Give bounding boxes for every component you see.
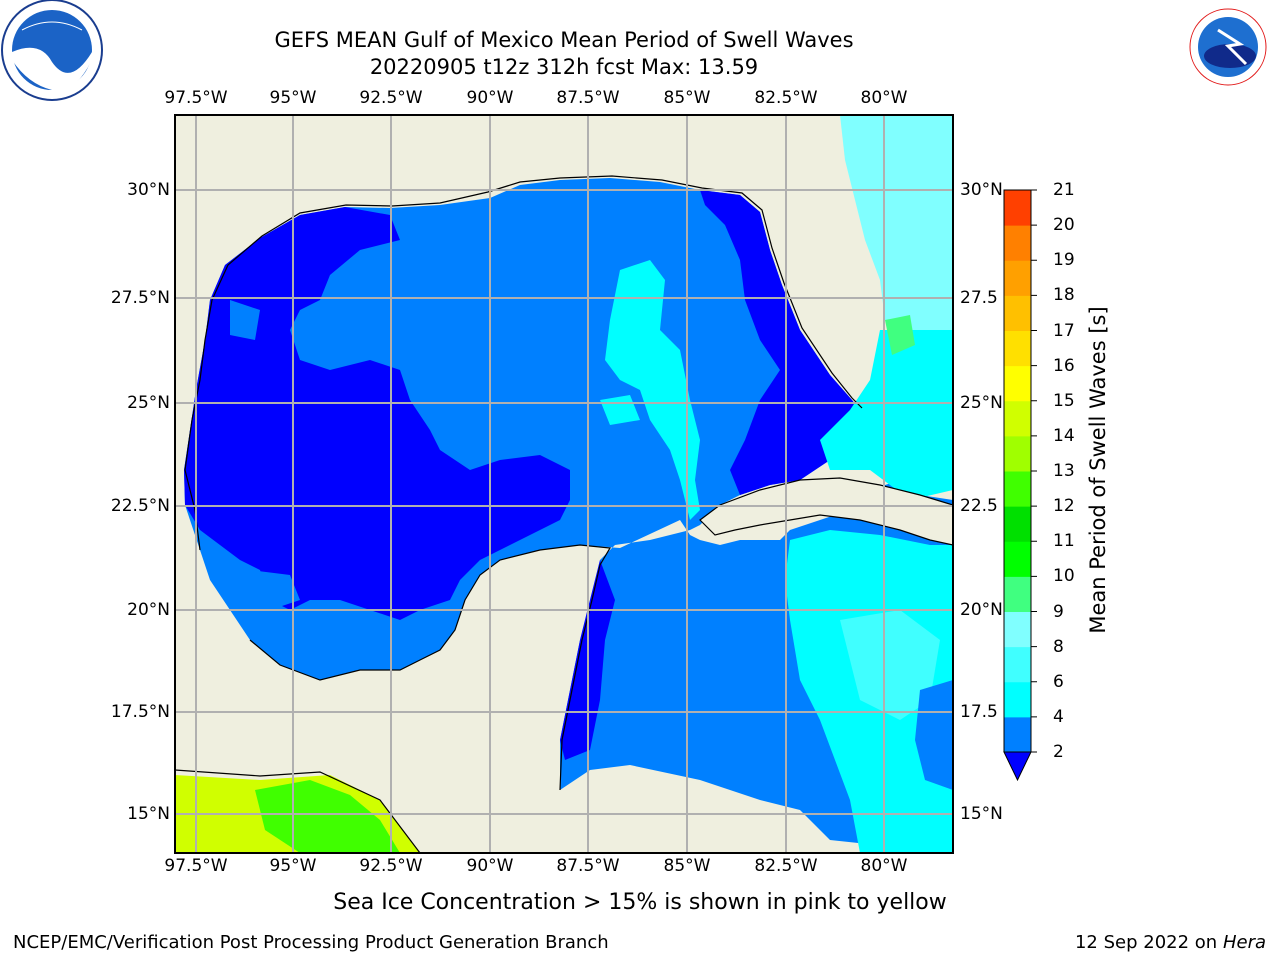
lon-label-bottom: 97.5°W	[164, 856, 228, 876]
colorbar-segment	[1004, 330, 1031, 367]
lon-label-bottom: 90°W	[466, 856, 514, 876]
figure-title: GEFS MEAN Gulf of Mexico Mean Period of …	[274, 28, 854, 52]
cuba	[699, 477, 953, 546]
lat-label-left: 30°N	[127, 180, 170, 200]
lon-label-top: 85°W	[663, 88, 711, 108]
atlantic-cyan-2	[820, 330, 953, 500]
colorbar	[1003, 189, 1037, 782]
lon-label-top: 82.5°W	[754, 88, 818, 108]
gulf-ocean	[184, 178, 953, 853]
colorbar-segment	[1004, 506, 1031, 542]
lat-label-right: 22.5	[960, 496, 998, 516]
lon-label-bottom: 82.5°W	[754, 856, 818, 876]
footer-machine: Hera	[1222, 932, 1266, 953]
lat-label-left: 27.5°N	[110, 288, 170, 308]
colorbar-segment	[1004, 611, 1031, 648]
colorbar-segment	[1004, 190, 1031, 226]
west-patch-2	[230, 300, 260, 340]
colorbar-segment	[1004, 716, 1031, 753]
lon-label-bottom: 95°W	[269, 856, 317, 876]
colorbar-segment	[1004, 225, 1031, 261]
colorbar-tick-label: 9	[1053, 601, 1064, 622]
footer-credit: NCEP/EMC/Verification Post Processing Pr…	[13, 932, 609, 953]
lon-label-bottom: 80°W	[860, 856, 908, 876]
nws-logo	[1181, 0, 1275, 94]
figure-subtitle: 20220905 t12z 312h fcst Max: 13.59	[369, 55, 759, 79]
colorbar-tick-label: 18	[1053, 285, 1075, 306]
lon-label-bottom: 87.5°W	[556, 856, 620, 876]
lon-label-top: 97.5°W	[164, 88, 228, 108]
colorbar-tick-label: 17	[1053, 320, 1075, 341]
loop-current-cyan	[605, 260, 700, 520]
lat-label-left: 15°N	[127, 804, 170, 824]
colorbar-segment	[1004, 400, 1031, 437]
lon-label-top: 80°W	[860, 88, 908, 108]
colorbar-segment	[1004, 435, 1031, 472]
ne-dark-blue	[700, 190, 860, 495]
footer-date-text: 12 Sep 2022 on	[1074, 932, 1218, 953]
colorbar-segment	[1004, 260, 1031, 296]
lon-label-top: 95°W	[269, 88, 317, 108]
map-frame	[174, 114, 954, 854]
lat-label-right: 15°N	[960, 804, 1003, 824]
west-patch	[250, 570, 300, 610]
colorbar-tick-label: 14	[1053, 425, 1075, 446]
footer-date: 12 Sep 2022 on Hera	[1075, 932, 1266, 953]
gridlines	[175, 115, 953, 853]
colorbar-tick-label: 19	[1053, 250, 1075, 271]
lat-label-left: 20°N	[127, 600, 170, 620]
colorbar-segment	[1004, 541, 1031, 577]
central-america-coastline	[175, 769, 421, 853]
lat-label-right: 27.5	[960, 288, 998, 308]
colorbar-tick-label: 20	[1053, 215, 1075, 236]
atlantic-cyan	[840, 115, 953, 380]
colorbar-tick-label: 6	[1053, 671, 1064, 692]
lat-label-right: 25°N	[960, 393, 1003, 413]
colorbar-tick-label: 15	[1053, 390, 1075, 411]
green-patch	[885, 315, 915, 355]
lon-label-bottom: 92.5°W	[359, 856, 423, 876]
map-area	[175, 115, 953, 853]
noaa-logo	[1, 0, 103, 101]
western-dark-blue	[184, 207, 570, 620]
colorbar-tick-label: 13	[1053, 461, 1075, 481]
lat-label-right: 20°N	[960, 600, 1003, 620]
lat-label-right: 30°N	[960, 180, 1003, 200]
gulf-coastline	[184, 175, 863, 551]
lon-label-top: 87.5°W	[556, 88, 620, 108]
colorbar-tick-label: 12	[1053, 496, 1075, 517]
lon-label-bottom: 85°W	[663, 856, 711, 876]
colorbar-tick-label: 16	[1053, 355, 1075, 376]
colorbar-tick-label: 2	[1053, 742, 1064, 762]
colorbar-under-arrow	[1003, 751, 1032, 782]
colorbar-tick-label: 4	[1053, 706, 1064, 727]
caribbean-blue	[915, 680, 953, 790]
pacific-green	[255, 780, 400, 853]
sea-ice-note: Sea Ice Concentration > 15% is shown in …	[333, 890, 947, 915]
colorbar-segment	[1004, 295, 1031, 331]
colorbar-segment	[1004, 365, 1031, 402]
colorbar-tick-label: 21	[1053, 180, 1075, 200]
colorbar-label: Mean Period of Swell Waves [s]	[1086, 306, 1110, 634]
colorbar-segment	[1004, 576, 1031, 612]
colorbar-tick-label: 8	[1053, 636, 1064, 657]
colorbar-segment	[1004, 471, 1031, 507]
colorbar-tick-label: 11	[1053, 531, 1075, 552]
lat-label-right: 17.5	[960, 702, 998, 722]
lon-label-top: 92.5°W	[359, 88, 423, 108]
caribbean-light	[840, 610, 940, 720]
colorbar-segment	[1004, 646, 1031, 683]
lat-label-left: 25°N	[127, 393, 170, 413]
colorbar-tick-label: 10	[1053, 566, 1075, 587]
lon-label-top: 90°W	[466, 88, 514, 108]
lat-label-left: 22.5°N	[110, 496, 170, 516]
colorbar-segment	[1004, 681, 1031, 718]
lat-label-left: 17.5°N	[110, 702, 170, 722]
